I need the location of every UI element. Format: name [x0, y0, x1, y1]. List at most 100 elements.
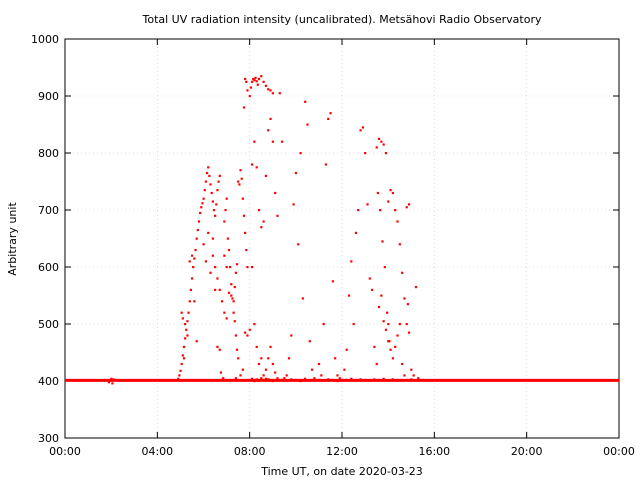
data-point [280, 378, 284, 382]
data-point [322, 323, 325, 326]
grid-lines [65, 39, 619, 438]
data-point [214, 214, 217, 217]
data-point [324, 163, 328, 166]
data-point [257, 209, 261, 212]
data-point [377, 137, 381, 140]
data-point [262, 80, 265, 83]
data-point [379, 209, 382, 212]
data-point [285, 374, 288, 377]
data-point [269, 378, 272, 382]
data-point [386, 311, 389, 314]
data-point [200, 206, 203, 209]
data-point [177, 377, 180, 380]
data-point [394, 209, 397, 212]
data-point [248, 328, 251, 331]
data-point [225, 197, 228, 200]
data-point [364, 378, 367, 382]
data-point [267, 129, 270, 132]
x-axis-label: Time UT, on date 2020-03-23 [260, 465, 423, 478]
data-point [391, 191, 394, 195]
data-point [271, 92, 274, 95]
data-point [188, 300, 191, 303]
data-point [359, 129, 362, 132]
data-point [202, 197, 205, 200]
data-point [250, 377, 254, 380]
data-point [361, 126, 364, 129]
x-tick-label: 04:00 [141, 445, 173, 458]
data-point [182, 345, 186, 348]
data-point [218, 288, 221, 291]
data-point [373, 378, 376, 381]
y-tick-label: 900 [38, 90, 59, 103]
data-point [234, 271, 238, 274]
data-point [255, 378, 258, 381]
data-point [235, 263, 239, 266]
data-point [280, 140, 284, 143]
data-point [329, 112, 332, 115]
data-point [257, 379, 261, 382]
data-point [240, 177, 243, 180]
data-point [244, 331, 247, 334]
data-point [211, 200, 214, 203]
data-point [376, 191, 379, 195]
data-point [260, 226, 263, 229]
data-point [245, 80, 248, 83]
data-point [242, 214, 246, 217]
data-point [239, 169, 242, 172]
data-point [352, 323, 355, 326]
data-point [202, 243, 205, 246]
data-point [271, 380, 274, 383]
data-point [220, 378, 224, 382]
data-point [233, 285, 236, 289]
data-point [391, 378, 394, 381]
data-point [297, 243, 300, 246]
data-point [320, 374, 323, 377]
data-point [381, 240, 384, 243]
x-tick-label: 12:00 [326, 445, 358, 458]
data-point [244, 77, 247, 81]
data-point [327, 117, 330, 120]
data-point [380, 140, 383, 143]
data-point [406, 303, 409, 306]
data-point [389, 189, 392, 192]
data-point [283, 377, 286, 380]
data-point [292, 203, 295, 206]
data-point [234, 377, 238, 380]
data-point [182, 357, 186, 360]
data-point [237, 180, 240, 183]
data-point [188, 260, 191, 263]
data-point [334, 357, 337, 360]
data-point [410, 368, 413, 371]
chart-title: Total UV radiation intensity (uncalibrat… [142, 13, 542, 26]
data-point [264, 84, 268, 87]
x-tick-label: 20:00 [511, 445, 543, 458]
data-point [327, 378, 330, 381]
y-tick-label: 700 [38, 204, 59, 217]
data-point [250, 80, 254, 83]
data-point [267, 378, 270, 381]
data-point [112, 378, 115, 381]
data-point [250, 266, 254, 269]
data-point [364, 152, 367, 155]
data-point [405, 323, 408, 326]
data-point [180, 362, 183, 366]
data-point [211, 237, 214, 240]
data-point [229, 266, 232, 269]
data-point [267, 357, 270, 360]
data-point [223, 311, 226, 314]
data-point [357, 209, 360, 212]
data-point [232, 311, 235, 314]
x-tick-label: 08:00 [234, 445, 266, 458]
data-point [375, 146, 378, 149]
data-point [195, 340, 198, 343]
data-point [180, 311, 183, 314]
data-point [417, 377, 420, 380]
data-point [308, 340, 311, 343]
data-point [234, 334, 238, 337]
data-point [285, 379, 288, 382]
data-point [304, 377, 307, 380]
data-point [223, 254, 226, 257]
data-point [384, 328, 388, 331]
data-point [207, 166, 210, 169]
